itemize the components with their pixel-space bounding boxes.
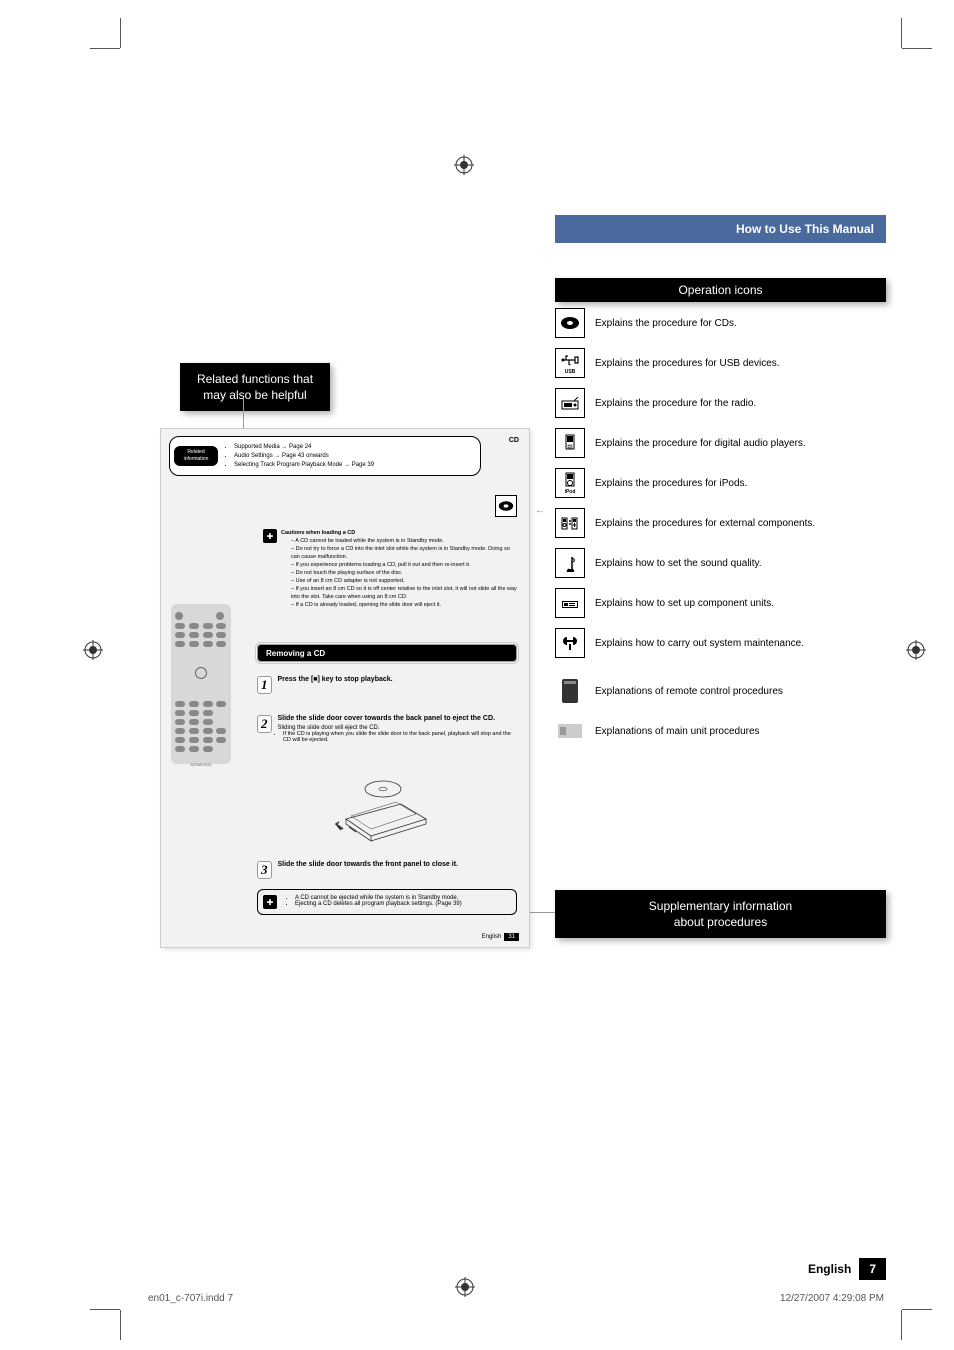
remote-control-diagram: KENWOOD [171,604,231,764]
sound-icon [555,548,585,578]
legend-row: Explains the procedure for the radio. [555,388,886,418]
legend-row: USB Explains the procedures for USB devi… [555,348,886,378]
list-item: If you experience problems loading a CD,… [291,561,517,569]
list-item: Do not try to force a CD into the inlet … [291,545,517,561]
related-info-label: Related information [174,446,218,466]
inset-page-footer: English 31 [482,933,519,941]
page-header: How to Use This Manual [555,215,886,243]
step-text: Slide the slide door towards the front p… [278,861,458,868]
legend-text: Explanations of remote control procedure… [595,685,783,698]
legend-row: Explains the procedures for external com… [555,508,886,538]
footer-lang: English [808,1262,851,1276]
dap-icon: D [555,428,585,458]
list-item: Audio Settings → Page 43 onwards [234,452,374,461]
inset-footer-lang: English [482,934,502,940]
inset-footer-page: 31 [504,933,519,941]
legend-text: Explains how to carry out system mainten… [595,637,804,650]
callout-operation-icons: Operation icons [555,278,886,302]
legend-text: Explains the procedures for USB devices. [595,357,780,370]
list-item: Selecting Track Program Playback Mode → … [234,461,374,470]
list-item: If a CD is already loaded, opening the s… [291,601,517,609]
step-3: 3 Slide the slide door towards the front… [257,861,517,879]
crop-mark [902,1309,932,1310]
remote-control-icon [555,676,585,706]
list-item: If the CD is playing when you slide the … [283,731,517,743]
step-text: Slide the slide door cover towards the b… [278,715,495,722]
legend-text: Explanations of main unit procedures [595,725,760,738]
cd-icon [555,308,585,338]
related-info-box: Related information Supported Media → Pa… [169,436,481,476]
legend-row: Explains how to carry out system mainten… [555,628,886,658]
registration-mark [906,640,926,660]
crop-mark [901,1310,902,1340]
page-title: How to Use This Manual [736,222,874,236]
inset-cd-label: CD [509,437,519,444]
crop-mark [120,18,121,48]
list-item: Ejecting a CD deletes all program playba… [295,901,462,907]
print-file: en01_c-707i.indd 7 [148,1293,233,1304]
legend-text: Explains the procedure for CDs. [595,317,737,330]
legend-text: Explains the procedure for the radio. [595,397,756,410]
crop-mark [90,48,120,49]
icon-sublabel: iPod [565,489,576,495]
legend-text: Explains the procedure for digital audio… [595,437,806,450]
arrow-icon: ← [535,505,545,516]
step-number: 2 [257,715,272,733]
list-item: A CD cannot be loaded while the system i… [291,537,517,545]
icon-sublabel: USB [565,369,576,375]
footer-note-box: ✚ A CD cannot be ejected while the syste… [257,889,517,915]
sample-page-inset: Related information Supported Media → Pa… [160,428,530,948]
section-header-removing: Removing a CD [257,644,517,662]
callout-supplementary: Supplementary information about procedur… [555,890,886,938]
crop-mark [902,48,932,49]
step-text: Press the [■] key to stop playback. [278,676,393,683]
external-icon [555,508,585,538]
callout-related-functions: Related functions that may also be helpf… [180,363,330,411]
maintenance-icon [555,628,585,658]
cd-icon [495,495,517,517]
related-info-list: Supported Media → Page 24 Audio Settings… [226,443,374,470]
legend-text: Explains the procedures for iPods. [595,477,747,490]
usb-icon: USB [555,348,585,378]
step-2: 2 Slide the slide door cover towards the… [257,715,517,743]
radio-icon [555,388,585,418]
cautions-title: Cautions when loading a CD [281,529,517,537]
list-item: Supported Media → Page 24 [234,443,374,452]
list-item: Do not touch the playing surface of the … [291,569,517,577]
legend-text: Explains how to set the sound quality. [595,557,762,570]
ipod-icon: iPod [555,468,585,498]
main-unit-icon [555,716,585,746]
legend-text: Explains the procedures for external com… [595,517,815,530]
svg-text:D: D [569,444,572,449]
cautions-box: ✚ Cautions when loading a CD A CD cannot… [263,529,517,609]
list-item: If you insert an 8 cm CD so it is off ce… [291,585,517,601]
registration-mark [83,640,103,660]
legend-row: Explanations of main unit procedures [555,716,886,746]
legend-row: D Explains the procedure for digital aud… [555,428,886,458]
legend-text: Explains how to set up component units. [595,597,774,610]
plus-icon: ✚ [263,895,277,909]
legend-row: Explains how to set the sound quality. [555,548,886,578]
legend-row: Explanations of remote control procedure… [555,676,886,706]
crop-mark [90,1309,120,1310]
print-timestamp: 12/27/2007 4:29:08 PM [780,1293,884,1304]
registration-mark [454,155,474,175]
setup-icon [555,588,585,618]
legend-row: Explains how to set up component units. [555,588,886,618]
icon-legend: Explains the procedure for CDs. USB Expl… [555,308,886,756]
list-item: Use of an 8 cm CD adapter is not support… [291,577,517,585]
footer-page-number: 7 [859,1258,886,1280]
plus-icon: ✚ [263,529,277,543]
legend-row: iPod Explains the procedures for iPods. [555,468,886,498]
cd-eject-diagram [331,774,431,849]
step-number: 3 [257,861,272,879]
crop-mark [120,1310,121,1340]
print-footer: en01_c-707i.indd 7 12/27/2007 4:29:08 PM [148,1293,884,1304]
step-number: 1 [257,676,272,694]
page-number-footer: English 7 [808,1258,886,1280]
legend-row: Explains the procedure for CDs. [555,308,886,338]
crop-mark [901,18,902,48]
step-1: 1 Press the [■] key to stop playback. [257,676,517,694]
